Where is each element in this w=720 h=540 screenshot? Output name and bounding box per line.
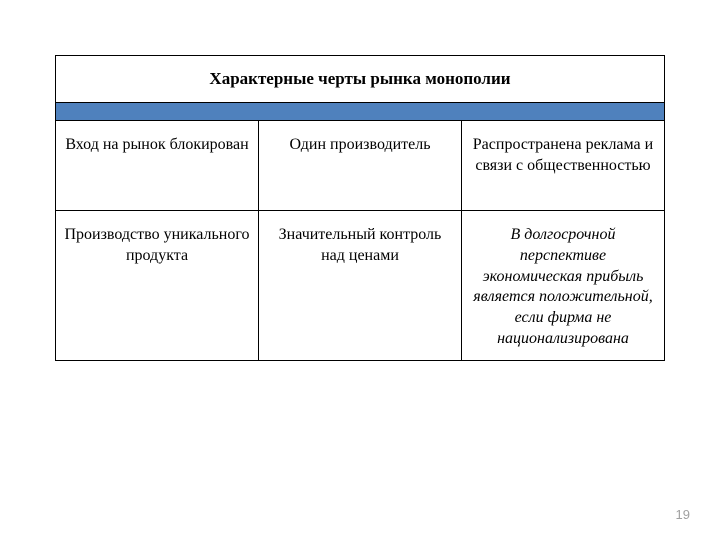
cell-r1c1: Вход на рынок блокирован (56, 121, 259, 211)
accent-cell (259, 103, 462, 121)
table-row: Вход на рынок блокирован Один производит… (56, 121, 665, 211)
table-accent-row (56, 103, 665, 121)
cell-r2c2: Значительный контроль над ценами (259, 211, 462, 361)
cell-r1c3: Распространена реклама и связи с обществ… (462, 121, 665, 211)
accent-cell (56, 103, 259, 121)
slide-container: Характерные черты рынка монополии Вход н… (0, 0, 720, 540)
cell-r2c1: Производство уникального продукта (56, 211, 259, 361)
features-table: Характерные черты рынка монополии Вход н… (55, 55, 665, 361)
accent-cell (462, 103, 665, 121)
table-row: Производство уникального продукта Значит… (56, 211, 665, 361)
cell-r2c3: В долгосрочной перспективе экономическая… (462, 211, 665, 361)
cell-r1c2: Один производитель (259, 121, 462, 211)
table-title: Характерные черты рынка монополии (56, 56, 665, 103)
table-header-row: Характерные черты рынка монополии (56, 56, 665, 103)
page-number: 19 (676, 507, 690, 522)
